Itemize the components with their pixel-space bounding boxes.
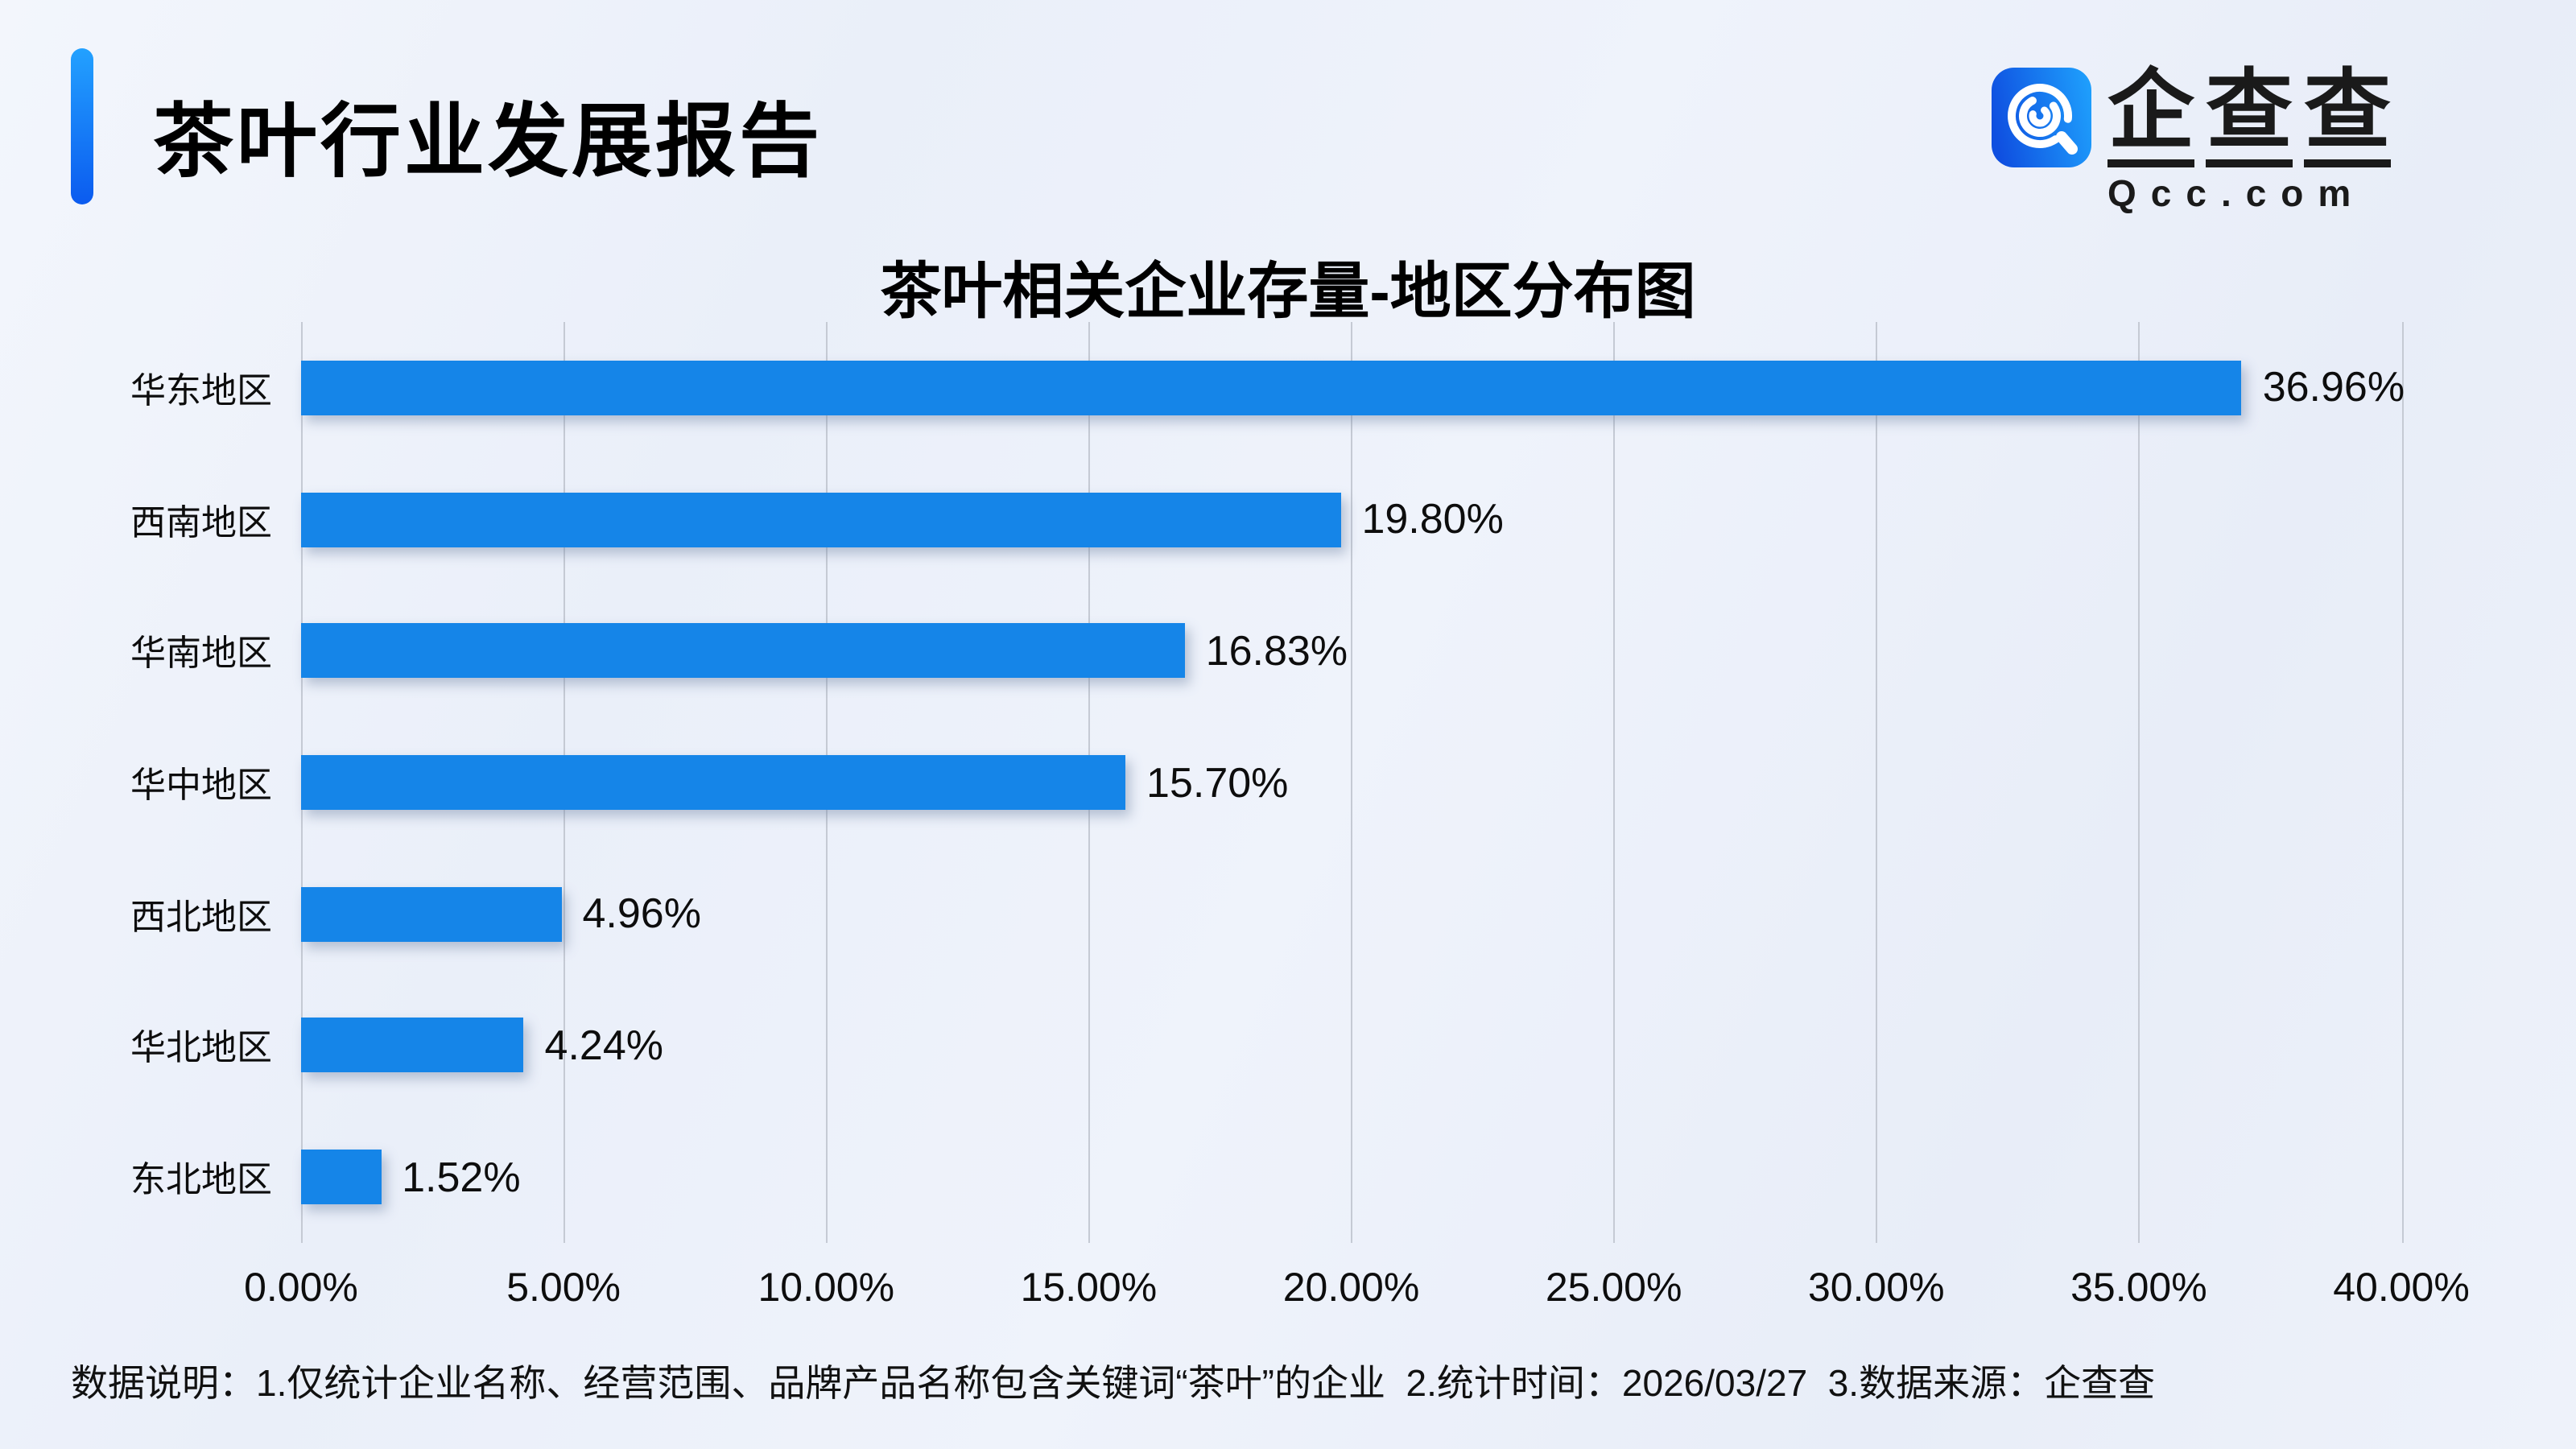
- x-axis-tick-label: 30.00%: [1807, 1265, 1945, 1311]
- x-axis-tick-label: 15.00%: [1020, 1265, 1158, 1311]
- bar: [301, 1018, 524, 1073]
- qcc-brand-name: 企 查 查: [2107, 68, 2391, 167]
- gridline: [2138, 322, 2140, 1243]
- data-notes: 数据说明：1.仅统计企业名称、经营范围、品牌产品名称包含关键词“茶叶”的企业 2…: [71, 1362, 2156, 1404]
- x-axis-tick-label: 20.00%: [1282, 1265, 1420, 1311]
- x-axis-tick-label: 25.00%: [1545, 1265, 1682, 1311]
- bar-row: 东北地区 1.52%: [0, 1112, 2576, 1243]
- bar-row: 华北地区 4.24%: [0, 980, 2576, 1111]
- qcc-logo: 企 查 查 Qcc.com: [1992, 68, 2391, 216]
- qcc-logo-text: 企 查 查 Qcc.com: [2107, 68, 2391, 216]
- bar-row: 华中地区 15.70%: [0, 716, 2576, 848]
- category-label: 华北地区: [130, 1027, 272, 1068]
- gridline: [2401, 322, 2403, 1243]
- category-label: 华东地区: [130, 369, 272, 411]
- category-label: 东北地区: [130, 1159, 272, 1200]
- x-axis-tick-label: 10.00%: [758, 1265, 895, 1311]
- gridline: [1613, 322, 1616, 1243]
- bar-row: 西南地区 19.80%: [0, 453, 2576, 584]
- x-axis-tick-label: 5.00%: [506, 1265, 621, 1311]
- chart-title: 茶叶相关企业存量-地区分布图: [880, 259, 1696, 327]
- category-label: 华中地区: [130, 765, 272, 806]
- x-axis-tick-label: 35.00%: [2070, 1265, 2207, 1311]
- value-label: 4.96%: [582, 889, 701, 938]
- value-label: 15.70%: [1146, 758, 1289, 807]
- x-axis-tick-label: 0.00%: [244, 1265, 358, 1311]
- bar-chart: 华东地区 36.96% 西南地区 19.80% 华南地区 16.83% 华中地区 15.70%…: [0, 322, 2576, 1243]
- bar: [301, 360, 2242, 415]
- bar-row: 华东地区 36.96%: [0, 322, 2576, 453]
- x-axis: 0.00% 5.00% 10.00% 15.00% 20.00% 25.00% 30.00%…: [0, 1265, 2576, 1314]
- brand-char: 查: [2304, 68, 2391, 167]
- category-label: 西北地区: [130, 896, 272, 937]
- report-title: 茶叶行业发展报告: [153, 97, 823, 187]
- title-accent-bar: [71, 48, 93, 204]
- bar-row: 西北地区 4.96%: [0, 848, 2576, 980]
- category-label: 西南地区: [130, 502, 272, 543]
- bar-row: 华南地区 16.83%: [0, 585, 2576, 716]
- category-label: 华南地区: [130, 633, 272, 674]
- x-axis-tick-label: 40.00%: [2333, 1265, 2470, 1311]
- bar-rows: 华东地区 36.96% 西南地区 19.80% 华南地区 16.83% 华中地区 15.70%…: [0, 322, 2576, 1243]
- qcc-magnifier-icon: [1992, 68, 2091, 167]
- brand-char: 查: [2206, 68, 2293, 167]
- bar: [301, 492, 1341, 547]
- value-label: 4.24%: [544, 1020, 663, 1069]
- bar: [301, 886, 562, 942]
- brand-char: 企: [2107, 68, 2194, 167]
- value-label: 16.83%: [1205, 625, 1348, 675]
- value-label: 1.52%: [402, 1152, 521, 1201]
- qcc-domain: Qcc.com: [2107, 172, 2366, 214]
- value-label: 36.96%: [2262, 362, 2405, 411]
- bar: [301, 755, 1126, 811]
- value-label: 19.80%: [1361, 494, 1504, 543]
- bar: [301, 1150, 382, 1205]
- bar: [301, 623, 1185, 679]
- gridline: [1351, 322, 1353, 1243]
- gridline: [1876, 322, 1878, 1243]
